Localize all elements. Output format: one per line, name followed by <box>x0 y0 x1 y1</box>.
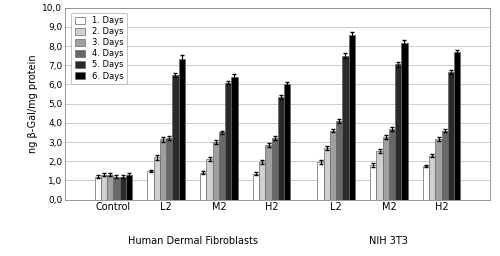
Bar <box>429 156 436 200</box>
Bar <box>389 129 395 200</box>
Bar <box>200 173 206 200</box>
Bar <box>342 56 348 200</box>
Bar <box>178 59 185 200</box>
Bar <box>442 131 448 200</box>
Bar <box>126 175 132 200</box>
Text: Human Dermal Fibroblasts: Human Dermal Fibroblasts <box>128 236 258 246</box>
Bar <box>272 138 278 200</box>
Bar <box>148 171 154 200</box>
Bar <box>94 177 101 200</box>
Bar <box>336 121 342 200</box>
Bar <box>219 133 225 200</box>
Bar <box>160 139 166 200</box>
Bar <box>454 52 460 200</box>
Bar <box>206 159 212 200</box>
Bar <box>284 84 290 200</box>
Bar <box>448 72 454 200</box>
Bar <box>266 145 272 200</box>
Bar <box>114 177 119 200</box>
Bar <box>330 131 336 200</box>
Bar <box>232 77 237 200</box>
Legend: 1. Days, 2. Days, 3. Days, 4. Days, 5. Days, 6. Days: 1. Days, 2. Days, 3. Days, 4. Days, 5. D… <box>72 13 127 84</box>
Bar <box>318 162 324 200</box>
Bar <box>376 151 382 200</box>
Bar <box>253 174 259 200</box>
Bar <box>259 162 266 200</box>
Bar <box>324 148 330 200</box>
Bar <box>423 166 429 200</box>
Bar <box>107 175 114 200</box>
Bar <box>436 139 442 200</box>
Bar <box>278 97 284 200</box>
Bar <box>370 165 376 200</box>
Bar <box>382 137 389 200</box>
Bar <box>395 64 402 200</box>
Bar <box>120 177 126 200</box>
Bar <box>172 75 178 200</box>
Bar <box>154 157 160 200</box>
Bar <box>166 138 172 200</box>
Bar <box>348 35 355 200</box>
Text: NIH 3T3: NIH 3T3 <box>370 236 408 246</box>
Bar <box>225 82 232 200</box>
Bar <box>101 175 107 200</box>
Bar <box>212 142 219 200</box>
Y-axis label: ng β-Gal/mg protein: ng β-Gal/mg protein <box>28 54 38 153</box>
Bar <box>402 43 407 200</box>
